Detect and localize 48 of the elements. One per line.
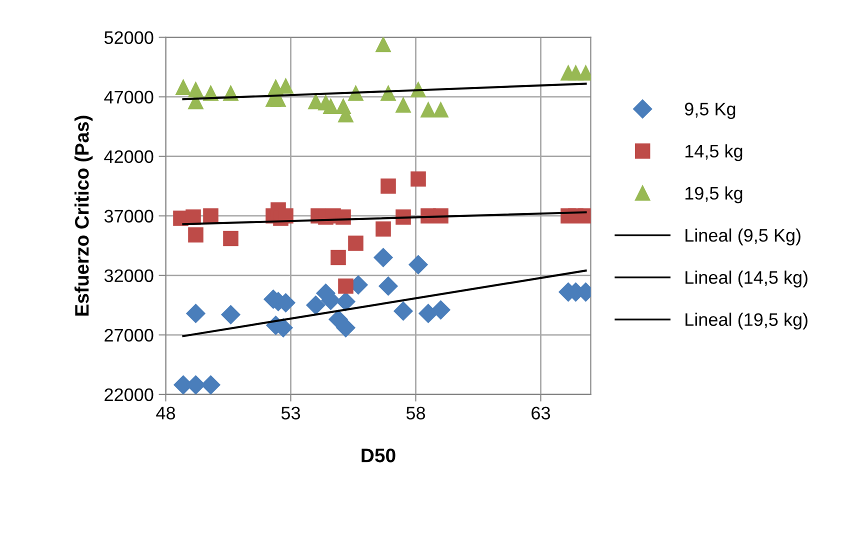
y-tick-label: 32000 xyxy=(104,269,154,282)
legend-label: 19,5 kg xyxy=(685,186,742,204)
point xyxy=(376,221,391,237)
point xyxy=(338,278,354,294)
point xyxy=(186,304,206,324)
point xyxy=(188,227,204,243)
y-tick-label: 37000 xyxy=(104,210,154,223)
point xyxy=(186,209,201,225)
legend-label: 14,5 kg xyxy=(685,144,742,162)
point xyxy=(408,255,428,274)
legend-label: Lineal (19,5 kg) xyxy=(686,312,808,330)
y-tick-label: 27000 xyxy=(104,328,154,342)
point xyxy=(323,98,338,114)
point xyxy=(176,80,191,95)
x-tick-label: 48 xyxy=(156,406,176,420)
x-tick-label: 58 xyxy=(406,406,426,420)
legend-label: 9,5 Kg xyxy=(684,102,736,120)
point xyxy=(380,178,396,194)
point xyxy=(336,292,356,312)
legend-label: Lineal (14,5 kg) xyxy=(686,270,808,288)
point xyxy=(396,98,411,113)
y-tick-label: 47000 xyxy=(104,90,154,104)
legend-label: Lineal (9,5 Kg) xyxy=(686,228,800,246)
point xyxy=(203,208,218,224)
point xyxy=(431,300,450,320)
point xyxy=(330,250,346,266)
point xyxy=(223,230,238,246)
y-tick-label: 52000 xyxy=(104,31,154,44)
point xyxy=(221,305,240,324)
point xyxy=(188,82,204,98)
point xyxy=(433,102,448,118)
point xyxy=(374,248,393,268)
point xyxy=(336,318,356,338)
point xyxy=(420,102,436,118)
point xyxy=(410,171,426,187)
point xyxy=(394,302,413,321)
y-tick-label: 42000 xyxy=(104,150,154,164)
x-tick-label: 53 xyxy=(281,406,300,420)
y-tick-label: 22000 xyxy=(104,388,154,402)
point xyxy=(376,37,391,52)
point xyxy=(306,296,326,315)
x-tick-label: 63 xyxy=(532,406,550,420)
x-axis-title: D50 xyxy=(362,448,396,462)
point xyxy=(378,276,398,296)
point xyxy=(201,375,220,394)
point xyxy=(348,236,364,251)
y-axis-title: Esfuerzo Critico (Pas) xyxy=(74,116,93,316)
point xyxy=(418,304,438,324)
